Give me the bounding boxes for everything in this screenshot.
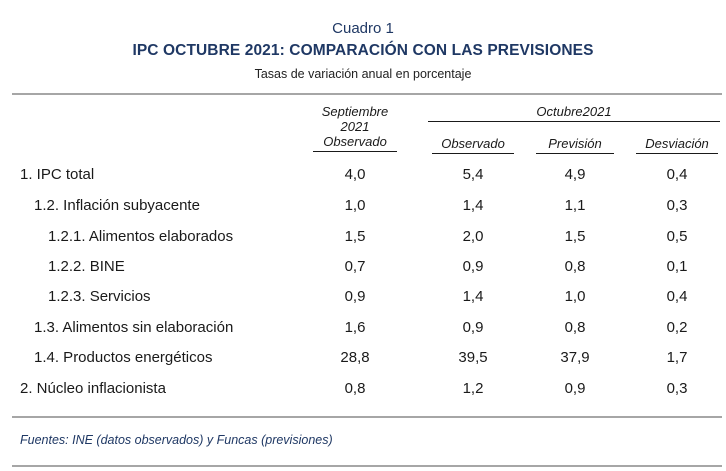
table-row: 1.4. Productos energéticos 28,8 39,5 37,… [0,349,726,373]
cell-september-observed: 1,0 [344,197,366,214]
cell-forecast: 1,1 [564,197,586,214]
cell-forecast: 37,9 [560,349,590,366]
row-label: 1.2. Inflación subyacente [34,197,200,214]
cell-deviation: 0,4 [666,288,688,305]
row-label: 1.4. Productos energéticos [34,349,213,366]
cell-forecast: 0,9 [564,380,586,397]
column-header-september-year: 2021 [340,119,370,134]
cell-october-observed: 0,9 [462,319,484,336]
column-header-september: Septiembre 2021 Observado [300,104,410,152]
table-row: 1.2.1. Alimentos elaborados 1,5 2,0 1,5 … [0,228,726,252]
column-header-october-observed: Observado [432,136,514,154]
column-header-forecast: Previsión [536,136,614,154]
cell-forecast: 0,8 [564,319,586,336]
cell-deviation: 0,4 [666,166,688,183]
column-header-september-month: Septiembre [321,104,389,119]
cell-deviation: 0,3 [666,380,688,397]
table-row: 1.2. Inflación subyacente 1,0 1,4 1,1 0,… [0,197,726,221]
cell-forecast: 0,8 [564,258,586,275]
table-row: 1.2.3. Servicios 0,9 1,4 1,0 0,4 [0,288,726,312]
cell-october-observed: 0,9 [462,258,484,275]
table-row: 1.3. Alimentos sin elaboración 1,6 0,9 0… [0,319,726,343]
footer-rule [12,465,722,467]
column-group-october: Octubre2021 [536,104,612,119]
cell-october-observed: 5,4 [462,166,484,183]
cell-deviation: 0,5 [666,228,688,245]
cell-deviation: 1,7 [666,349,688,366]
cell-forecast: 1,0 [564,288,586,305]
table-row: 1.2.2. BINE 0,7 0,9 0,8 0,1 [0,258,726,282]
source-footnote: Fuentes: INE (datos observados) y Funcas… [20,433,333,447]
row-label: 2. Núcleo inflacionista [20,380,166,397]
table-subtitle: Tasas de variación anual en porcentaje [254,67,472,81]
cell-september-observed: 1,5 [344,228,366,245]
table-title: IPC OCTUBRE 2021: COMPARACIÓN CON LAS PR… [132,42,594,59]
table-caption-label: Cuadro 1 [332,20,394,37]
row-label: 1.3. Alimentos sin elaboración [34,319,234,336]
cell-october-observed: 39,5 [458,349,488,366]
row-label: 1.2.1. Alimentos elaborados [48,228,234,245]
top-rule [12,93,722,95]
table-row: 2. Núcleo inflacionista 0,8 1,2 0,9 0,3 [0,380,726,404]
cell-september-observed: 0,9 [344,288,366,305]
column-header-september-observed: Observado [313,134,397,152]
cell-september-observed: 4,0 [344,166,366,183]
cell-forecast: 1,5 [564,228,586,245]
bottom-rule [12,416,722,418]
table-row: 1. IPC total 4,0 5,4 4,9 0,4 [0,166,726,190]
cell-september-observed: 0,7 [344,258,366,275]
cell-october-observed: 1,2 [462,380,484,397]
cell-deviation: 0,3 [666,197,688,214]
cell-september-observed: 0,8 [344,380,366,397]
cell-october-observed: 2,0 [462,228,484,245]
column-group-october-rule [428,121,720,122]
row-label: 1.2.3. Servicios [48,288,151,305]
cell-deviation: 0,1 [666,258,688,275]
cell-deviation: 0,2 [666,319,688,336]
cell-september-observed: 1,6 [344,319,366,336]
cell-forecast: 4,9 [564,166,586,183]
row-label: 1. IPC total [20,166,95,183]
cell-september-observed: 28,8 [340,349,370,366]
cell-october-observed: 1,4 [462,288,484,305]
column-header-deviation: Desviación [636,136,718,154]
row-label: 1.2.2. BINE [48,258,125,275]
cell-october-observed: 1,4 [462,197,484,214]
